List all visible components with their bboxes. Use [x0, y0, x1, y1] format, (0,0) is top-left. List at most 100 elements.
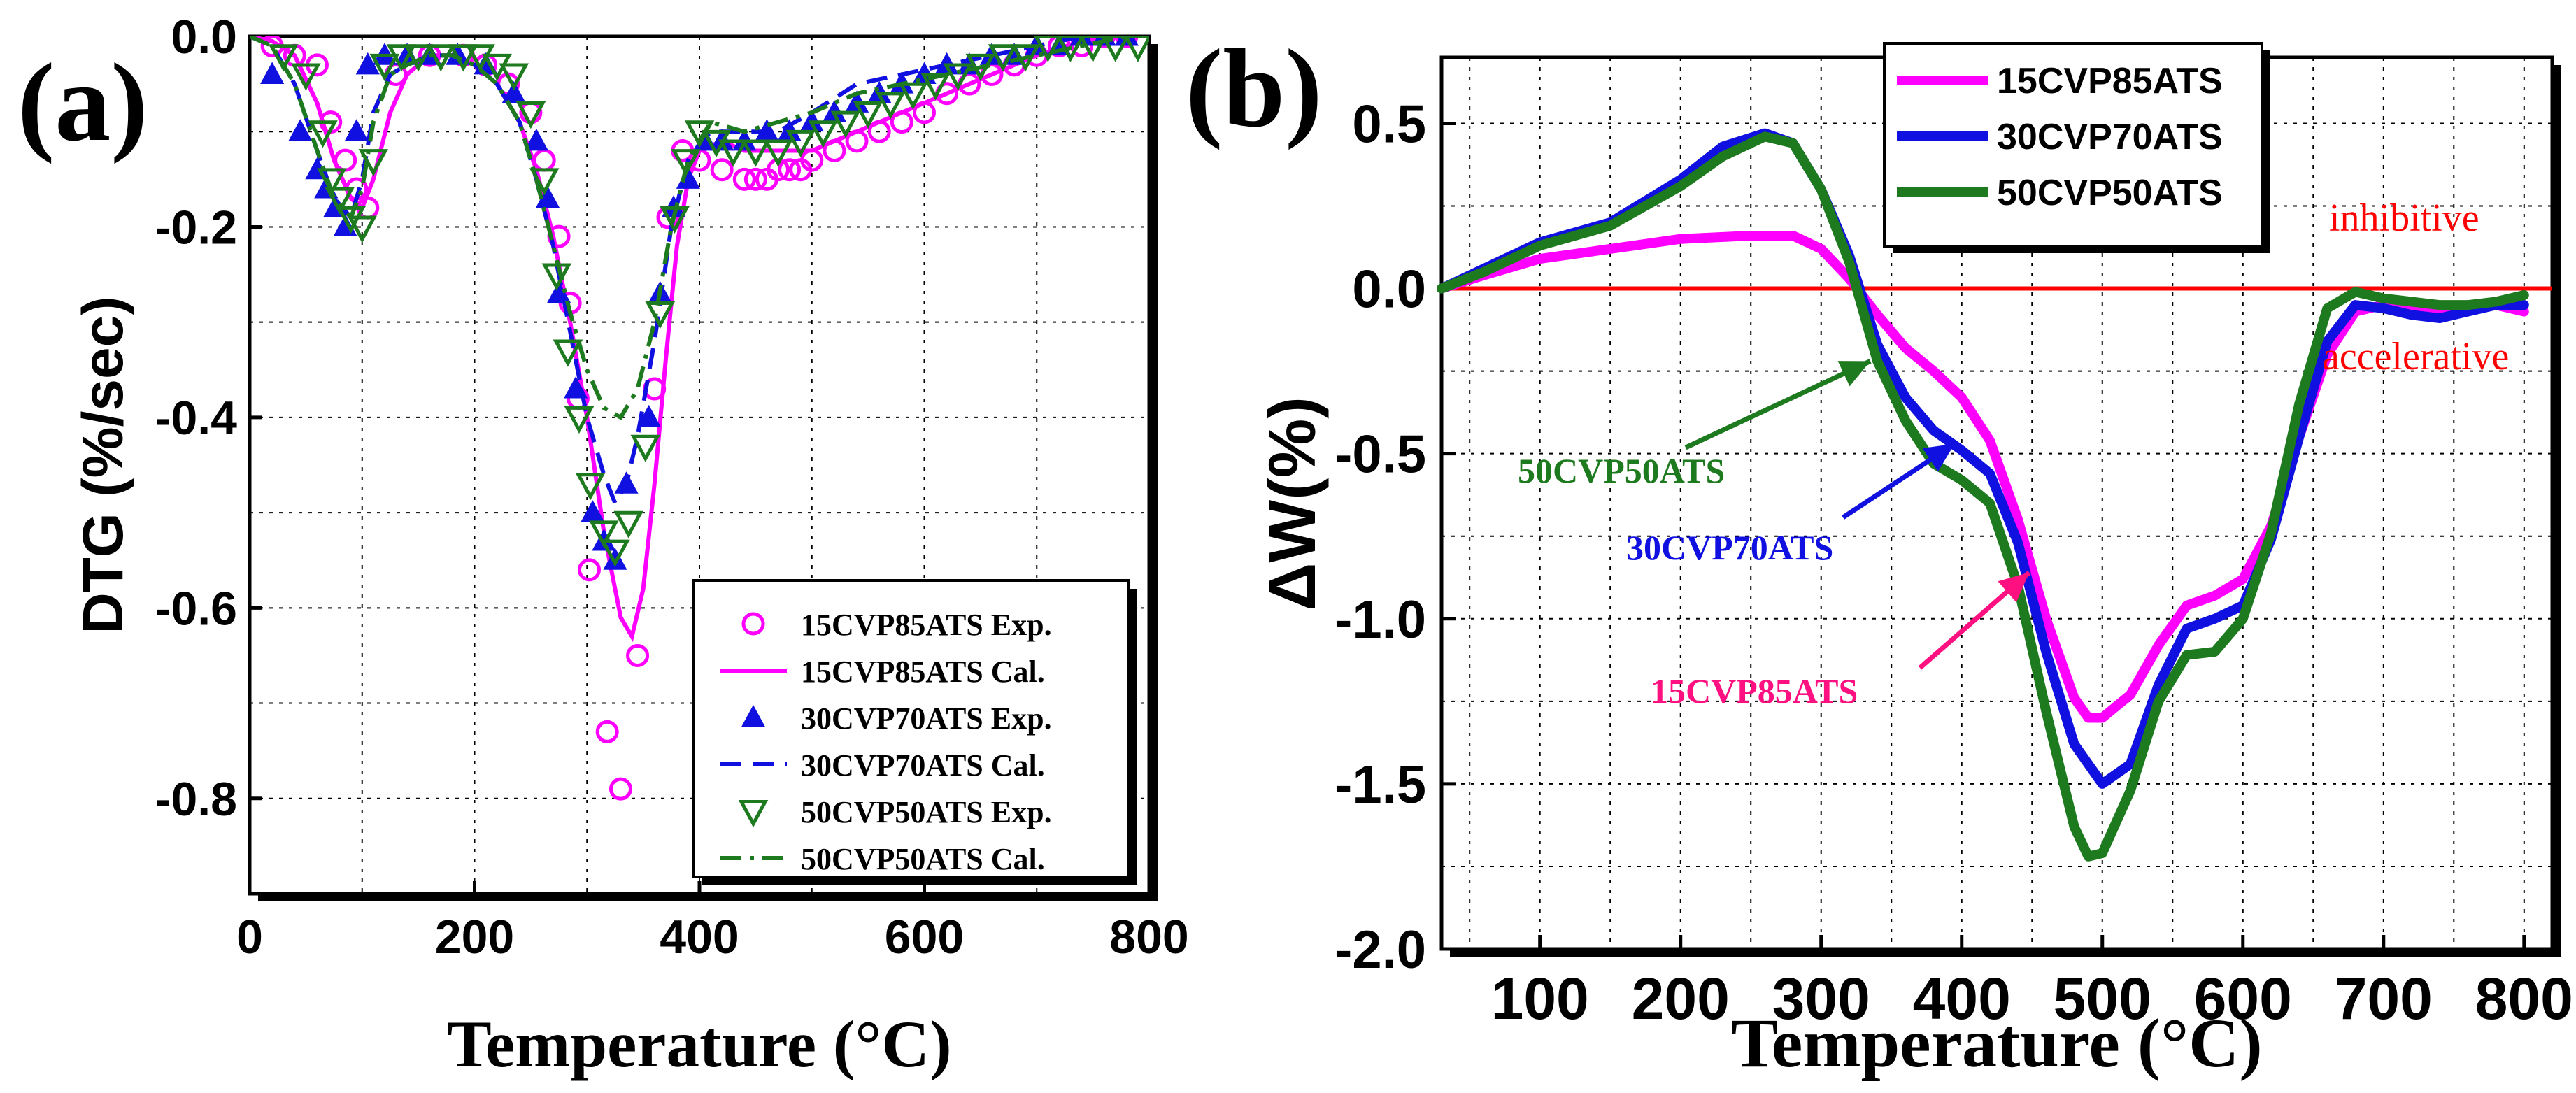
panel-a: 0 200 400 600 800 0.0 -0.2 -0.4 -0.6 -0.8 15CVP85… — [17, 10, 1189, 1081]
data-point-a — [636, 404, 661, 427]
x-axis-title-b: Temperature (°C) — [1731, 1004, 2262, 1082]
series-line-a — [250, 36, 1149, 643]
y-tick-label-a: -0.6 — [155, 582, 237, 635]
data-point-a — [718, 139, 748, 167]
annotation-arrow-head — [1837, 361, 1871, 387]
data-point-a — [358, 149, 389, 177]
data-point-a — [785, 129, 816, 158]
data-point-a — [355, 52, 380, 75]
legend-marker-a — [741, 612, 765, 636]
series-a-1 — [250, 36, 1149, 643]
x-tick-label-a: 200 — [435, 910, 514, 964]
y-axis-title-a: DTG (%/sec) — [71, 297, 135, 634]
series-line-a — [250, 36, 1149, 420]
data-point-a — [943, 63, 974, 91]
series-a-5 — [250, 36, 1149, 420]
panel-label-b: (b) — [1186, 26, 1323, 150]
x-tick-label-a: 400 — [660, 910, 739, 964]
legend-label-b: 50CVP50ATS — [1997, 173, 2223, 213]
y-tick-label-b: -1.0 — [1335, 590, 1426, 650]
x-tick-label-a: 0 — [236, 910, 263, 964]
x-tick-label-a: 600 — [885, 910, 964, 964]
data-point-a — [515, 101, 546, 129]
legend-label-b: 30CVP70ATS — [1997, 117, 2223, 157]
data-point-a — [741, 139, 771, 167]
data-point-a — [564, 406, 595, 434]
legend-label-a: 15CVP85ATS Cal. — [801, 655, 1045, 689]
data-point-a — [369, 53, 400, 82]
panel-label-a: (a) — [17, 40, 148, 164]
data-point-a — [308, 120, 338, 148]
x-tick-label-b: 600 — [2194, 966, 2292, 1031]
data-point-a — [1101, 36, 1130, 62]
y-tick-label-a: -0.2 — [155, 201, 237, 254]
data-point-a — [875, 92, 906, 120]
annotation-accelerative: accelerative — [2322, 335, 2509, 378]
data-point-a — [291, 63, 321, 91]
data-point-a — [743, 167, 767, 191]
annotation-series-label: 30CVP70ATS — [1626, 528, 1833, 567]
data-point-a — [577, 558, 601, 582]
data-point-a — [626, 643, 650, 667]
legend-label-b: 15CVP85ATS — [1997, 61, 2223, 101]
data-point-a — [778, 158, 802, 182]
legend-marker-a — [741, 705, 766, 727]
annotation-series-label: 15CVP85ATS — [1651, 671, 1858, 710]
annotation-series-label: 50CVP50ATS — [1518, 451, 1725, 490]
data-point-a — [1079, 36, 1107, 62]
data-point-a — [1093, 36, 1116, 48]
x-tick-label-a: 800 — [1109, 910, 1188, 964]
legend-label-a: 50CVP50ATS Cal. — [801, 842, 1045, 876]
y-tick-label-a: 0.0 — [171, 10, 237, 64]
data-point-a — [763, 139, 793, 167]
series-line-b-1 — [1437, 128, 2529, 789]
legend-label-a: 30CVP70ATS Cal. — [801, 748, 1045, 783]
data-point-a — [920, 73, 951, 101]
x-tick-label-b: 200 — [1632, 966, 1730, 1031]
x-tick-label-b: 400 — [1913, 966, 2011, 1031]
x-tick-label-b: 100 — [1491, 966, 1589, 1031]
data-point-a — [260, 62, 285, 84]
annotation-inhibitive: inhibitive — [2329, 197, 2479, 240]
data-point-a — [325, 187, 355, 215]
legend-marker-a — [738, 800, 769, 828]
legend-label-a: 15CVP85ATS Exp. — [801, 608, 1052, 642]
annotation-arrow-head — [1922, 443, 1955, 472]
y-tick-label-a: -0.8 — [155, 773, 237, 826]
y-tick-label-b: -1.5 — [1335, 755, 1426, 815]
legend-label-a: 50CVP50ATS Exp. — [801, 795, 1052, 829]
data-point-a — [630, 434, 661, 462]
data-point-a — [853, 101, 883, 129]
y-tick-label-b: 0.0 — [1352, 260, 1426, 320]
data-point-a — [268, 44, 299, 72]
y-tick-label-b: 0.5 — [1352, 94, 1426, 154]
data-point-a — [501, 80, 526, 103]
data-point-a — [499, 63, 529, 91]
y-tick-label-b: -0.5 — [1335, 425, 1426, 485]
data-point-a — [553, 339, 583, 367]
data-point-a — [589, 520, 619, 548]
data-point-a — [988, 44, 1018, 72]
x-tick-label-b: 500 — [2054, 966, 2151, 1031]
legend-box-a — [692, 579, 1130, 878]
legend-label-a: 30CVP70ATS Exp. — [801, 701, 1052, 736]
panel-b: 100 200 300 400 500 600 700 800 0.5 0.0 -0.5 -1.0 -1… — [1186, 26, 2573, 1082]
data-point-a — [732, 167, 756, 191]
x-axis-title-a: Temperature (°C) — [447, 1007, 951, 1081]
legend-b: 15CVP85ATS 30CVP70ATS 50CVP50ATS — [1883, 42, 2270, 253]
data-point-a — [600, 539, 630, 567]
data-point-a — [595, 720, 619, 743]
data-point-a — [830, 110, 861, 138]
data-point-a — [288, 119, 313, 141]
x-tick-label-b: 300 — [1772, 966, 1870, 1031]
data-point-a — [808, 120, 839, 148]
y-axis-title-b: ΔW(%) — [1255, 397, 1330, 610]
y-tick-label-b: -2.0 — [1335, 920, 1426, 980]
data-point-a — [575, 473, 606, 501]
data-point-a — [676, 166, 701, 189]
annotation-arrow-head — [1998, 572, 2030, 603]
x-tick-label-b: 800 — [2475, 966, 2573, 1031]
data-point-a — [671, 149, 702, 177]
data-point-a — [609, 777, 632, 801]
